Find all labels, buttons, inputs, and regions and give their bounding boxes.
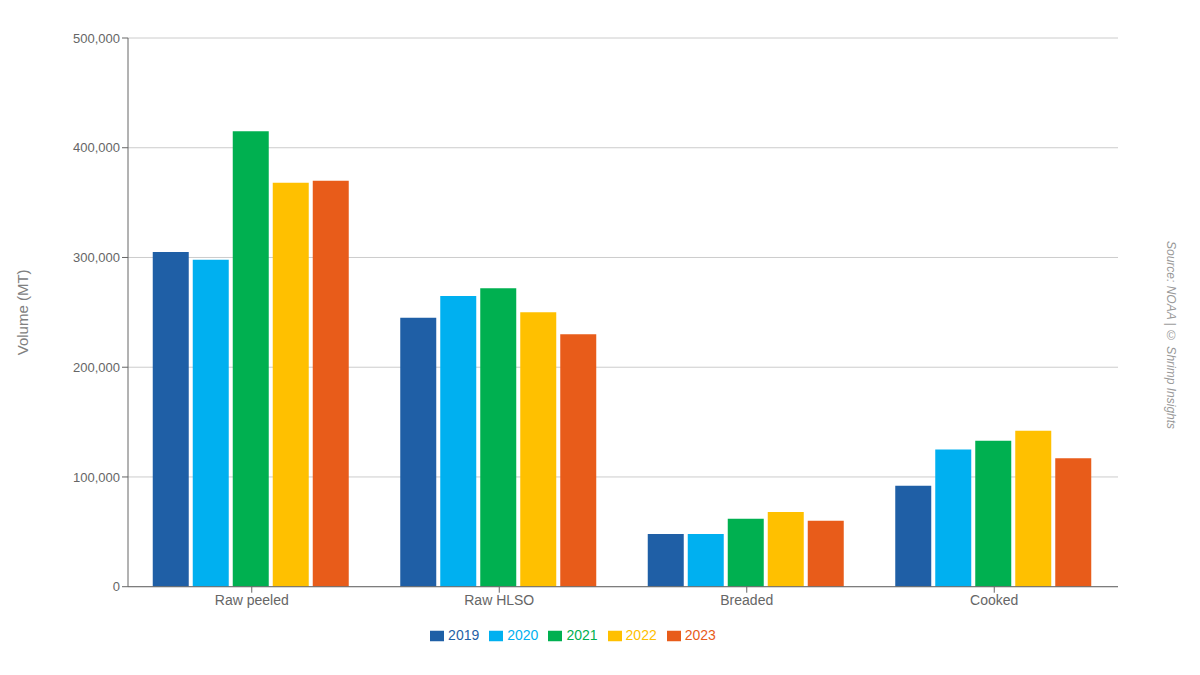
svg-text:0: 0 [113, 579, 120, 594]
svg-text:Raw HLSO: Raw HLSO [464, 592, 534, 608]
html-text:2023: 2023 [684, 626, 716, 643]
html-text:2019: 2019 [448, 626, 480, 643]
svg-text:Raw peeled: Raw peeled [215, 592, 289, 608]
svg-text:500,000: 500,000 [73, 31, 120, 46]
html-text:Source: NOAA | © Shrimp Insigh: Source: NOAA | © Shrimp Insights [1164, 241, 1178, 430]
html-text:2020: 2020 [507, 626, 539, 643]
svg-text:100,000: 100,000 [73, 470, 120, 485]
svg-text:400,000: 400,000 [73, 140, 120, 155]
svg-text:Cooked: Cooked [970, 592, 1018, 608]
svg-text:Breaded: Breaded [720, 592, 773, 608]
html-text:2022: 2022 [625, 626, 657, 643]
svg-text:300,000: 300,000 [73, 250, 120, 265]
html-text:2021: 2021 [566, 626, 598, 643]
svg-text:200,000: 200,000 [73, 360, 120, 375]
svg-text:Volume (MT): Volume (MT) [14, 269, 31, 355]
